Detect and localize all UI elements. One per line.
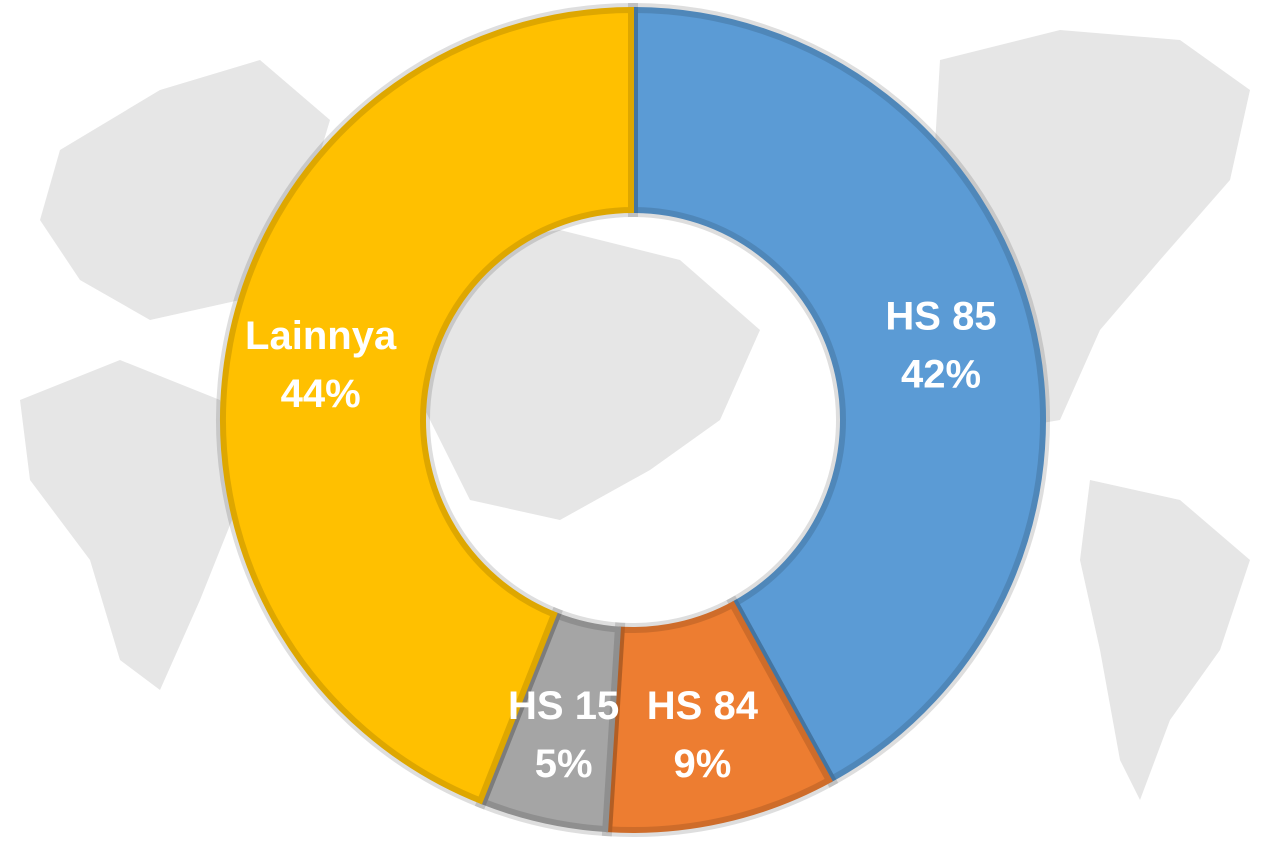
segment-label: Lainnya (245, 314, 397, 358)
donut-segment (632, 6, 1046, 783)
map-land (20, 360, 240, 690)
segment-label: HS 85 (885, 294, 996, 338)
segment-border (628, 2, 1050, 788)
segment-value-label: 42% (901, 352, 981, 396)
donut-segment (220, 6, 634, 805)
segment-value-label: 9% (673, 742, 731, 786)
segment-label: HS 84 (647, 684, 759, 728)
segment-value-label: 44% (281, 372, 361, 416)
segment-value-label: 5% (535, 742, 593, 786)
segment-label: HS 15 (508, 684, 619, 728)
map-land (1080, 480, 1250, 800)
map-land (420, 230, 760, 520)
segment-border (216, 2, 638, 810)
